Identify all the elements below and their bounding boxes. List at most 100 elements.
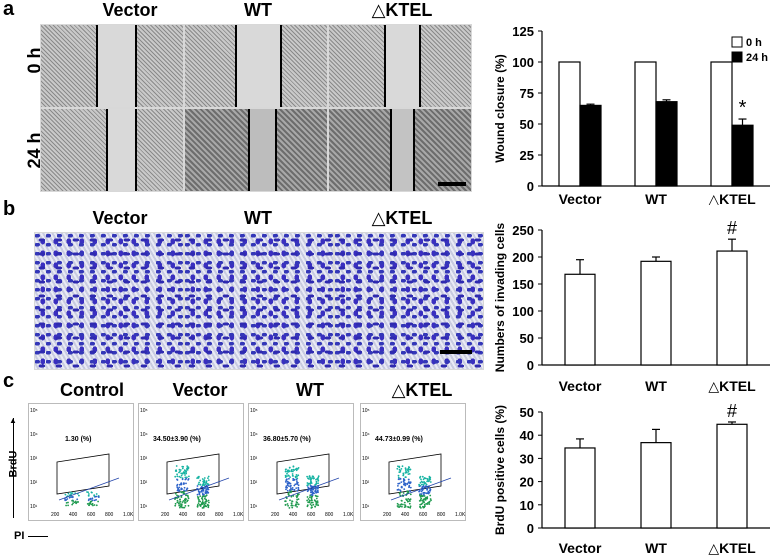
y-tick-label: 250 [512, 223, 534, 238]
b-scale-bar [440, 350, 472, 354]
legend-swatch [731, 51, 743, 63]
bar [655, 101, 678, 187]
y-tick-label: 75 [520, 86, 534, 101]
y-axis-label: Numbers of invading cells [493, 222, 507, 372]
flow-ytick: 10⁵ [30, 408, 38, 414]
flow-gate [388, 453, 442, 495]
flow-xtick: 400 [69, 512, 78, 518]
c-col-wt: WT [296, 380, 324, 400]
panel-letter-a: a [3, 0, 15, 20]
flow-xtick: 600 [197, 512, 206, 518]
flow-value: 34.50±3.90 (%) [153, 436, 201, 443]
category-label: WT [645, 191, 667, 205]
legend-swatch [731, 36, 743, 48]
flow-plot-2: 10⁵ 10⁴ 10³ 10² 10¹ 200 400 600 800 1.0K 36.80±5.7… [248, 403, 354, 521]
flow-ytick: 10⁵ [140, 408, 148, 414]
y-tick-label: 20 [520, 475, 534, 490]
b-col-dktel: △KTEL [371, 208, 433, 228]
flow-xtick: 800 [215, 512, 224, 518]
flow-events [278, 465, 340, 509]
wound-closure-chart: 0 25 50 75 100 125 Wound closure (%) Vector WT * △… [493, 24, 770, 205]
bar [640, 260, 672, 366]
bar [731, 124, 754, 187]
legend-label: 24 h [746, 52, 768, 64]
bar [564, 447, 596, 529]
flow-ytick: 10⁴ [362, 432, 370, 438]
c-y-axis: ▲ BrdU [7, 416, 20, 528]
flow-ytick: 10³ [362, 456, 370, 462]
y-tick-label: 200 [512, 250, 534, 265]
a-col-dktel: △KTEL [371, 0, 433, 20]
flow-xtick: 400 [401, 512, 410, 518]
y-tick-label: 0 [527, 358, 534, 373]
category-label: Vector [559, 191, 602, 205]
flow-value: 1.30 (%) [65, 436, 92, 443]
flow-ytick: 10⁵ [362, 408, 370, 414]
y-tick-label: 50 [520, 331, 534, 346]
bar [634, 61, 657, 187]
significance-mark: # [727, 218, 737, 238]
c-x-label: PI [14, 530, 25, 542]
y-axis-label: Wound closure (%) [493, 54, 507, 162]
y-tick-label: 50 [520, 117, 534, 132]
flow-ytick: 10¹ [362, 504, 370, 510]
flow-xtick: 600 [307, 512, 316, 518]
flow-plot-1: 10⁵ 10⁴ 10³ 10² 10¹ 200 400 600 800 1.0K 34.50±3.9… [138, 403, 244, 521]
c-x-arrow [28, 536, 48, 537]
flow-ytick: 10² [30, 480, 38, 486]
flow-xtick: 200 [51, 512, 60, 518]
y-tick-label: 10 [520, 498, 534, 513]
flow-ytick: 10⁴ [30, 432, 38, 438]
bar [564, 273, 596, 366]
flow-xtick: 800 [105, 512, 114, 518]
flow-plot-0: 10⁵ 10⁴ 10³ 10² 10¹ 200 400 600 800 1.0K 1.30 (%) [28, 403, 134, 521]
flow-ytick: 10² [250, 480, 258, 486]
flow-events [168, 465, 230, 509]
a-img-dktel-0h [328, 24, 472, 108]
flow-xtick: 200 [271, 512, 280, 518]
category-label: WT [645, 540, 667, 555]
brdu-chart: 0 10 20 30 40 50 BrdU positive cells (%) Vector… [493, 401, 770, 555]
category-label: Vector [559, 540, 602, 555]
legend-label: 0 h [746, 37, 762, 49]
y-tick-label: 30 [520, 451, 534, 466]
flow-ytick: 10³ [140, 456, 148, 462]
bar [558, 61, 581, 187]
b-col-vector: Vector [92, 208, 148, 228]
category-label: Vector [559, 378, 602, 394]
flow-ytick: 10¹ [30, 504, 38, 510]
a-scale-bar [438, 182, 466, 186]
y-tick-label: 125 [512, 24, 534, 39]
significance-mark: # [727, 401, 737, 421]
flow-gate [276, 453, 330, 495]
flow-plot-3: 10⁵ 10⁴ 10³ 10² 10¹ 200 400 600 800 1.0K 44.73±0.9… [360, 403, 466, 521]
y-tick-label: 40 [520, 428, 534, 443]
flow-xtick: 800 [437, 512, 446, 518]
flow-xtick: 1.0K [455, 512, 466, 518]
panel-letter-c: c [3, 370, 15, 392]
invasion-chart: 0 50 100 150 200 250 Numbers of invading cells… [493, 218, 770, 394]
a-img-wt-24h [184, 108, 328, 192]
y-tick-label: 0 [527, 521, 534, 536]
a-col-vector: Vector [102, 0, 158, 20]
y-tick-label: 25 [520, 148, 534, 163]
flow-xtick: 600 [87, 512, 96, 518]
bar [710, 61, 733, 187]
flow-ytick: 10¹ [140, 504, 148, 510]
flow-xtick: 400 [179, 512, 188, 518]
category-label: △KTEL [708, 540, 756, 555]
y-tick-label: 0 [527, 179, 534, 194]
bar [640, 442, 672, 529]
flow-xtick: 1.0K [343, 512, 354, 518]
category-label: △KTEL [708, 191, 756, 205]
bar [579, 104, 602, 187]
category-label: WT [645, 378, 667, 394]
flow-ytick: 10³ [30, 456, 38, 462]
y-axis-label: BrdU positive cells (%) [493, 405, 507, 535]
bar [716, 250, 748, 366]
flow-value: 44.73±0.99 (%) [375, 436, 423, 443]
flow-xtick: 400 [289, 512, 298, 518]
b-img-wt [184, 232, 334, 370]
c-col-dktel: △KTEL [391, 380, 453, 400]
flow-xtick: 800 [325, 512, 334, 518]
